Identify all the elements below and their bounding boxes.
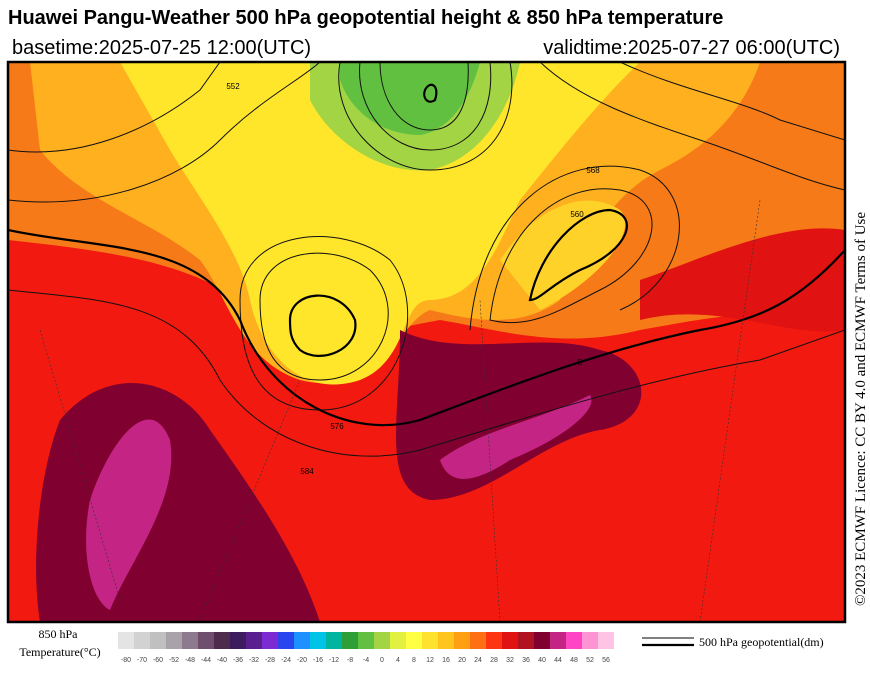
colorbar-tick-label: 48 [570,657,578,664]
colorbar-swatch [534,632,550,649]
colorbar-swatch [550,632,566,649]
colorbar-swatch [150,632,166,649]
contour-label: 576 [330,422,344,431]
colorbar-tick-label: -80 [121,657,131,664]
colorbar-swatch [374,632,390,649]
colorbar-swatch [182,632,198,649]
colorbar-swatch [326,632,342,649]
colorbar-tick-label: 28 [490,657,498,664]
colorbar-tick-label: 24 [474,657,482,664]
colorbar-swatch [134,632,150,649]
colorbar-swatch [438,632,454,649]
colorbar-tick-label: 16 [442,657,450,664]
colorbar-tick-label: -16 [313,657,323,664]
colorbar-swatch [598,632,614,649]
contour-label: 584 [300,467,314,476]
colorbar-swatch [518,632,534,649]
colorbar-tick-label: -20 [297,657,307,664]
colorbar-swatch [278,632,294,649]
colorbar-tick-label: -32 [249,657,259,664]
colorbar-tick-label: -4 [363,657,369,664]
colorbar-tick-label: -52 [169,657,179,664]
colorbar-title: 850 hPa [39,627,79,641]
colorbar-swatch [422,632,438,649]
colorbar-swatch [502,632,518,649]
colorbar-swatch [310,632,326,649]
colorbar-swatch [358,632,374,649]
contour-label: 552 [226,82,240,91]
colorbar-tick-label: 40 [538,657,546,664]
colorbar-swatch [582,632,598,649]
colorbar-swatch [390,632,406,649]
colorbar-tick-label: 32 [506,657,514,664]
colorbar-swatch [342,632,358,649]
colorbar-swatch [294,632,310,649]
colorbar-tick-label: -36 [233,657,243,664]
colorbar-tick-label: 56 [602,657,610,664]
title: Huawei Pangu-Weather 500 hPa geopotentia… [8,7,723,29]
colorbar-swatch [486,632,502,649]
colorbar-tick-label: -70 [137,657,147,664]
colorbar-swatch [166,632,182,649]
colorbar-tick-label: -28 [265,657,275,664]
contour-label: 568 [586,166,600,175]
basetime: basetime:2025-07-25 12:00(UTC) [12,37,311,59]
legend-label: 500 hPa geopotential(dm) [699,635,824,649]
validtime: validtime:2025-07-27 06:00(UTC) [543,37,840,59]
colorbar-swatch [566,632,582,649]
colorbar-tick-label: 36 [522,657,530,664]
colorbar-swatch [470,632,486,649]
colorbar-tick-label: 52 [586,657,594,664]
colorbar-tick-label: 20 [458,657,466,664]
colorbar-tick-label: 44 [554,657,562,664]
colorbar-tick-label: 4 [396,657,400,664]
colorbar-tick-label: -24 [281,657,291,664]
colorbar-tick-label: -44 [201,657,211,664]
colorbar-tick-label: -8 [347,657,353,664]
colorbar-swatch [454,632,470,649]
colorbar-swatch [198,632,214,649]
colorbar-tick-label: -12 [329,657,339,664]
colorbar-tick-label: 8 [412,657,416,664]
colorbar-swatch [246,632,262,649]
colorbar-tick-label: 12 [426,657,434,664]
colorbar-tick-label: -48 [185,657,195,664]
map: 552 576 584 568 560 5 [6,60,847,624]
colorbar-tick-label: -60 [153,657,163,664]
colorbar-tick-label: 0 [380,657,384,664]
contour-label: 5 [578,358,583,367]
colorbar-swatch [406,632,422,649]
colorbar-swatch [118,632,134,649]
colorbar-swatch [230,632,246,649]
colorbar-swatch [214,632,230,649]
colorbar-title: Temperature(°C) [19,645,100,659]
copyright: ©2023 ECMWF Licence: CC BY 4.0 and ECMWF… [853,212,869,606]
colorbar: -80 -70 -60 -52 -48 -44 -40 -36 -32 -28 -24 -20 -16-… [118,632,614,664]
colorbar-swatch [262,632,278,649]
colorbar-tick-label: -40 [217,657,227,664]
contour-label: 560 [570,210,584,219]
